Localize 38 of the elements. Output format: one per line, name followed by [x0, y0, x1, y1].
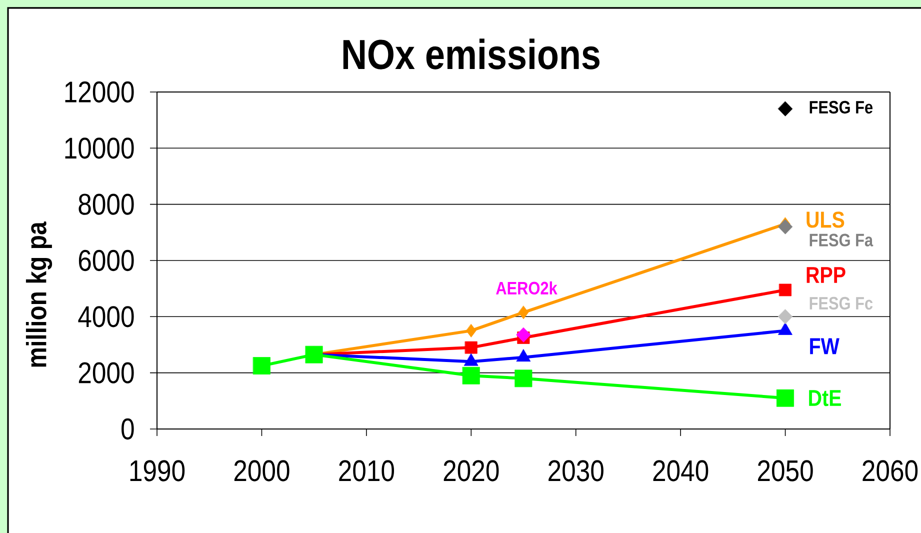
- point: [776, 389, 794, 407]
- series-label: ULS: [806, 212, 844, 228]
- point: [778, 309, 793, 324]
- point: [518, 306, 529, 320]
- y-tick-label: 12000: [65, 81, 134, 103]
- y-tick-label: 6000: [78, 250, 134, 272]
- point: [514, 370, 532, 388]
- point: [779, 284, 792, 296]
- point: [462, 366, 480, 384]
- y-tick-label: 4000: [78, 306, 134, 328]
- series-label: RPP: [806, 267, 846, 283]
- y-tick-label: 2000: [78, 362, 134, 384]
- x-tick-label: 1990: [130, 460, 185, 482]
- series-label: FESG Fa: [810, 234, 874, 246]
- x-tick-label: 2000: [234, 460, 290, 482]
- series-label: FW: [810, 338, 840, 354]
- point: [778, 101, 793, 116]
- y-tick-label: 10000: [65, 138, 134, 159]
- point: [253, 357, 270, 374]
- point: [516, 327, 531, 342]
- text: AERO2k: [496, 281, 558, 294]
- point: [305, 346, 323, 364]
- x-tick-label: 2040: [653, 460, 708, 482]
- x-tick-label: 2060: [862, 460, 918, 482]
- point: [464, 341, 478, 354]
- y-tick-label: 8000: [78, 194, 134, 215]
- series-label: FESG Fc: [810, 296, 873, 310]
- point: [466, 324, 476, 338]
- y-axis-title: million kg pa: [26, 222, 52, 367]
- series-label: FESG Fe: [810, 100, 873, 114]
- x-tick-label: 2020: [444, 460, 499, 482]
- chart-title: NOx emissions: [343, 38, 600, 70]
- x-tick-label: 2010: [339, 460, 394, 482]
- point: [778, 219, 793, 234]
- x-tick-label: 2050: [758, 460, 813, 482]
- x-tick-label: 2030: [548, 460, 604, 482]
- y-tick-label: 0: [122, 418, 134, 440]
- series-label: DtE: [809, 390, 841, 406]
